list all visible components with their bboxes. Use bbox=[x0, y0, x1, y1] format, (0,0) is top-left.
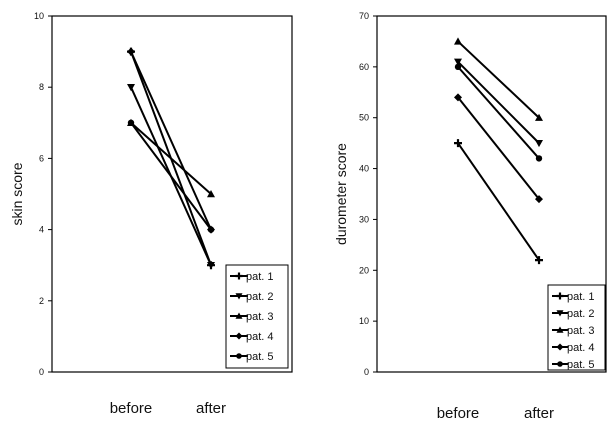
skin-score-y-ticks: 0 2 4 6 8 10 bbox=[34, 11, 52, 377]
legend-marker bbox=[235, 332, 243, 340]
y-tick-label: 10 bbox=[359, 316, 369, 326]
skin-score-y-axis-label: skin score bbox=[9, 162, 25, 225]
legend-label: pat. 2 bbox=[567, 308, 595, 320]
skin-score-x-categories: before after bbox=[110, 400, 226, 417]
skin-score-series-lines bbox=[130, 51, 212, 266]
data-point-marker bbox=[207, 190, 215, 198]
x-category-label: after bbox=[196, 400, 226, 417]
legend-marker bbox=[236, 353, 242, 359]
y-tick-label: 30 bbox=[359, 214, 369, 224]
data-point-marker bbox=[127, 119, 135, 127]
data-point-marker bbox=[454, 37, 462, 45]
series-line bbox=[457, 66, 540, 160]
series-line bbox=[130, 122, 212, 231]
y-tick-label: 50 bbox=[359, 113, 369, 123]
data-point-marker bbox=[207, 262, 215, 270]
legend-marker bbox=[556, 292, 564, 300]
y-tick-label: 8 bbox=[39, 82, 44, 92]
x-category-label: after bbox=[524, 405, 554, 422]
durometer-score-y-axis-label: durometer score bbox=[333, 143, 349, 245]
legend-marker bbox=[235, 312, 243, 319]
data-point-marker bbox=[127, 47, 135, 56]
durometer-score-legend: pat. 1 pat. 2 pat. 3 pat. 4 pat. 5 bbox=[547, 284, 606, 371]
data-point-marker bbox=[535, 256, 543, 265]
data-point-marker bbox=[535, 139, 543, 148]
durometer-score-chart: durometer score 0 10 20 30 40 50 60 70 before af… bbox=[333, 11, 607, 422]
data-point-marker bbox=[127, 84, 135, 92]
series-line bbox=[130, 122, 212, 195]
data-point-marker bbox=[535, 195, 543, 204]
legend-marker bbox=[556, 326, 564, 333]
y-tick-label: 6 bbox=[39, 153, 44, 163]
series-line bbox=[457, 61, 540, 144]
data-point-marker bbox=[535, 113, 543, 121]
skin-score-series-markers bbox=[127, 47, 215, 270]
x-category-label: before bbox=[437, 405, 480, 422]
y-tick-label: 0 bbox=[364, 367, 369, 377]
y-tick-label: 40 bbox=[359, 164, 369, 174]
y-tick-label: 20 bbox=[359, 265, 369, 275]
legend-marker bbox=[235, 293, 243, 300]
y-tick-label: 10 bbox=[34, 11, 44, 21]
durometer-score-series-lines bbox=[457, 40, 540, 261]
series-line bbox=[457, 142, 540, 261]
y-tick-label: 2 bbox=[39, 296, 44, 306]
data-point-marker bbox=[207, 226, 215, 233]
data-point-marker bbox=[454, 139, 462, 148]
legend-label: pat. 3 bbox=[567, 325, 595, 337]
data-point-marker bbox=[454, 58, 462, 66]
y-tick-label: 70 bbox=[359, 11, 369, 21]
skin-score-legend: pat. 1 pat. 2 pat. 3 pat. 4 pat. 5 bbox=[225, 264, 289, 369]
legend-marker bbox=[235, 272, 243, 280]
y-tick-label: 0 bbox=[39, 367, 44, 377]
y-tick-label: 4 bbox=[39, 225, 44, 235]
legend-label: pat. 1 bbox=[567, 291, 595, 303]
data-point-marker bbox=[454, 93, 462, 102]
skin-score-plot-frame bbox=[51, 15, 293, 373]
legend-marker bbox=[556, 343, 564, 351]
durometer-score-legend-box bbox=[547, 284, 606, 371]
durometer-score-plot-frame bbox=[376, 15, 607, 373]
series-line bbox=[457, 40, 540, 119]
legend-label: pat. 5 bbox=[567, 359, 595, 371]
legend-marker bbox=[556, 310, 564, 317]
legend-label: pat. 3 bbox=[246, 311, 274, 323]
legend-label: pat. 1 bbox=[246, 271, 274, 283]
series-line bbox=[457, 96, 540, 200]
durometer-score-series-markers bbox=[454, 37, 543, 265]
x-category-label: before bbox=[110, 400, 153, 417]
legend-label: pat. 2 bbox=[246, 291, 274, 303]
data-point-marker bbox=[454, 63, 462, 71]
durometer-score-x-categories: before after bbox=[437, 405, 554, 422]
legend-label: pat. 5 bbox=[246, 351, 274, 363]
durometer-score-y-ticks: 0 10 20 30 40 50 60 70 bbox=[359, 11, 377, 377]
legend-label: pat. 4 bbox=[246, 331, 274, 343]
legend-label: pat. 4 bbox=[567, 342, 595, 354]
series-line bbox=[130, 51, 212, 231]
y-tick-label: 60 bbox=[359, 62, 369, 72]
data-point-marker bbox=[535, 155, 543, 162]
legend-marker bbox=[557, 361, 563, 367]
